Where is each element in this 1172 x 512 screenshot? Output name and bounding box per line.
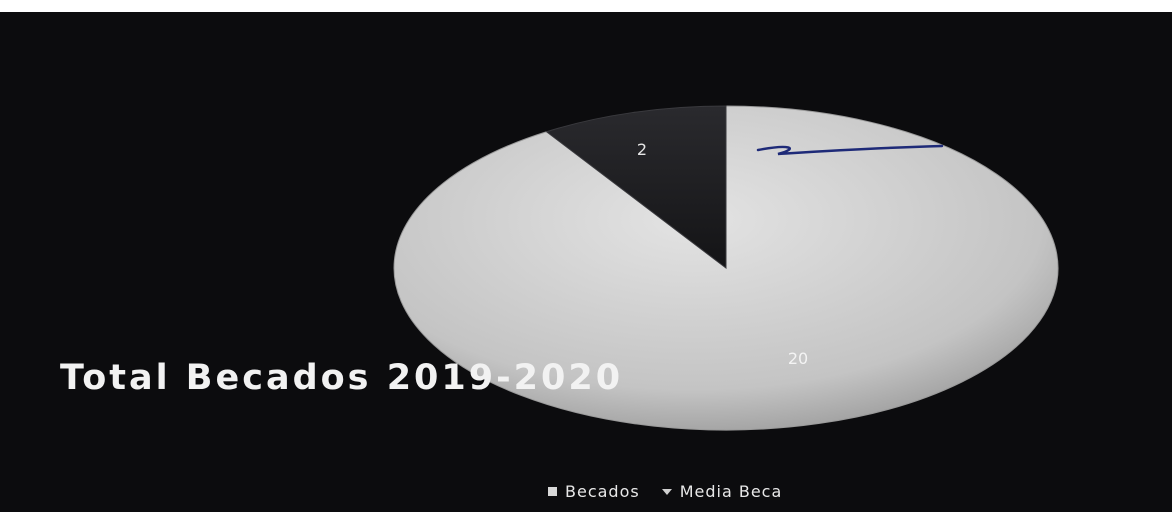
legend-label-becados: Becados [565, 482, 640, 501]
chart-legend: Becados Media Beca [548, 482, 782, 501]
pie-data-labels: 20 2 [637, 140, 808, 368]
pie-chart: 20 2 [393, 105, 1059, 431]
data-label-becados: 20 [788, 349, 808, 368]
pen-stroke-mark [756, 144, 944, 156]
legend-item-media-beca: Media Beca [661, 482, 783, 501]
legend-swatch-media-beca [661, 488, 672, 495]
legend-item-becados: Becados [548, 482, 640, 501]
data-label-media-beca: 2 [637, 140, 647, 159]
pie-slice-media-beca [545, 105, 727, 270]
chart-title: Total Becados 2019-2020 [60, 358, 624, 398]
legend-swatch-becados [548, 487, 557, 496]
chart-slide: 20 2 Total Becados 2019-2020 Becados Medi… [0, 12, 1172, 512]
pie-slices [393, 105, 1059, 431]
legend-label-media-beca: Media Beca [679, 482, 783, 501]
